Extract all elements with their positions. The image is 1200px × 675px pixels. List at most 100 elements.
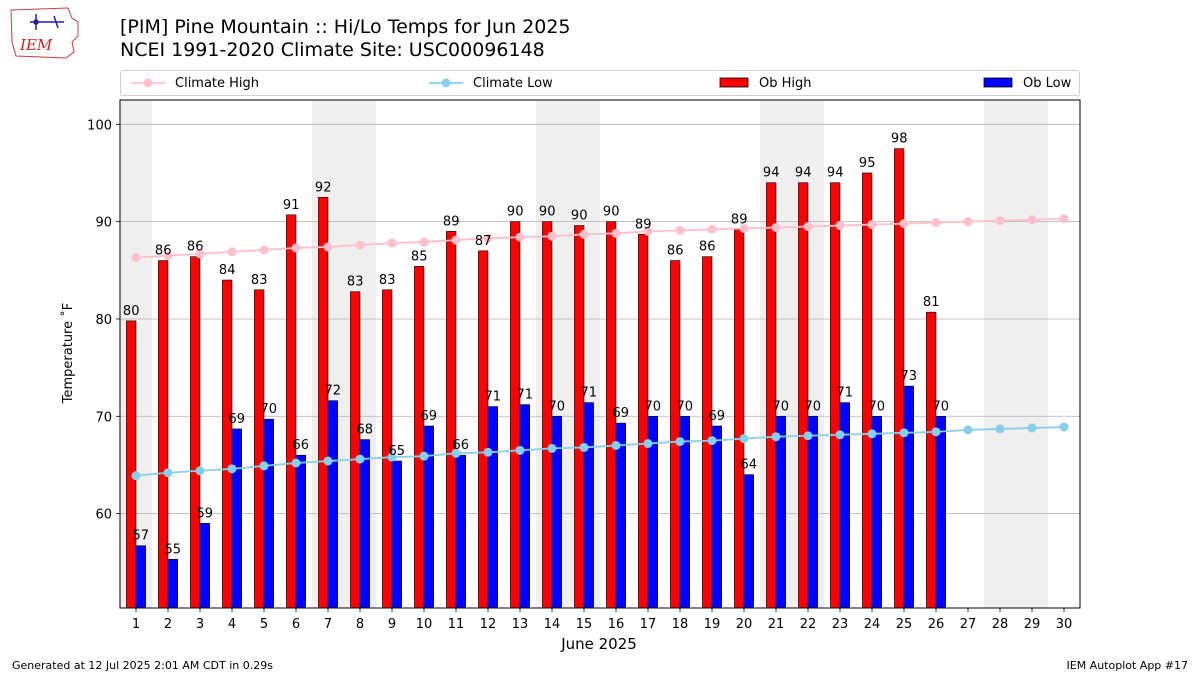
- ob-high-label-11: 89: [443, 214, 460, 229]
- x-tick-label-7: 7: [324, 617, 332, 632]
- ob-low-label-7: 72: [325, 384, 342, 399]
- ob-low-label-15: 71: [581, 386, 598, 401]
- ob-high-label-1: 80: [123, 304, 140, 319]
- ob-high-label-16: 90: [603, 205, 620, 220]
- climate-low-point-5: [259, 461, 269, 471]
- x-tick-label-23: 23: [832, 617, 849, 632]
- legend-item-climate-low: Climate Low: [429, 71, 553, 95]
- x-tick-label-8: 8: [356, 617, 364, 632]
- climate-low-point-16: [611, 440, 621, 450]
- ob-low-bar-7: [327, 400, 338, 609]
- ob-low-label-3: 59: [197, 506, 214, 521]
- ob-high-bar-20: [734, 229, 745, 609]
- ob-low-bar-21: [775, 415, 786, 609]
- climate-high-point-19: [707, 224, 717, 234]
- climate-high-point-9: [387, 238, 397, 248]
- climate-low-point-30: [1059, 422, 1069, 432]
- ob-low-bar-16: [615, 422, 626, 609]
- climate-high-point-21: [771, 222, 781, 232]
- ob-low-bar-22: [807, 415, 818, 609]
- climate-low-point-7: [323, 456, 333, 466]
- ob-low-bar-12: [487, 406, 498, 609]
- ob-high-bar-22: [798, 182, 809, 609]
- ob-high-bar-8: [350, 291, 361, 609]
- legend: Climate High Climate Low Ob High Ob Low: [120, 70, 1080, 96]
- climate-low-point-17: [643, 439, 653, 449]
- ob-low-bar-24: [871, 415, 882, 609]
- climate-high-point-1: [131, 253, 141, 263]
- ob-high-label-5: 83: [251, 273, 268, 288]
- ob-high-bar-14: [542, 221, 553, 609]
- climate-low-point-1: [131, 471, 141, 481]
- x-tick-label-22: 22: [800, 617, 817, 632]
- ob-high-bar-18: [670, 260, 681, 609]
- ob-high-label-19: 86: [699, 240, 716, 255]
- ob-high-label-21: 94: [763, 166, 780, 181]
- ob-low-bar-2: [167, 559, 178, 609]
- climate-high-point-28: [995, 216, 1005, 226]
- ob-low-label-19: 69: [709, 409, 726, 424]
- ob-high-label-23: 94: [827, 166, 844, 181]
- ob-high-bar-11: [446, 231, 457, 609]
- climate-high-point-4: [227, 247, 237, 257]
- climate-high-point-23: [835, 221, 845, 231]
- x-tick-label-17: 17: [640, 617, 657, 632]
- climate-low-point-24: [867, 429, 877, 439]
- ob-low-bar-6: [295, 454, 306, 609]
- climate-high-point-17: [643, 226, 653, 236]
- logo-text: IEM: [19, 36, 53, 54]
- climate-low-point-29: [1027, 423, 1037, 433]
- ob-low-label-2: 55: [165, 542, 182, 557]
- climate-low-point-2: [163, 468, 173, 478]
- ob-high-label-26: 81: [923, 295, 940, 310]
- ob-high-label-24: 95: [859, 156, 876, 171]
- ob-low-bar-8: [359, 439, 370, 609]
- x-tick-label-15: 15: [576, 617, 593, 632]
- climate-low-point-19: [707, 436, 717, 446]
- ob-low-label-22: 70: [805, 399, 822, 414]
- chart-title: [PIM] Pine Mountain :: Hi/Lo Temps for J…: [120, 16, 571, 38]
- y-axis-label: Temperature ˚F: [60, 303, 76, 404]
- climate-high-point-15: [579, 229, 589, 239]
- climate-low-point-6: [291, 458, 301, 468]
- x-tick-label-3: 3: [196, 617, 204, 632]
- x-tick-label-4: 4: [228, 617, 236, 632]
- x-tick-label-21: 21: [768, 617, 785, 632]
- ob-high-bar-21: [766, 182, 777, 609]
- climate-low-point-9: [387, 452, 397, 462]
- ob-low-label-14: 70: [549, 399, 566, 414]
- iowa-state-outline-icon: [10, 7, 79, 59]
- ob-high-bar-13: [510, 221, 521, 609]
- ob-low-label-9: 65: [389, 444, 406, 459]
- legend-label-ob-low: Ob Low: [1023, 75, 1072, 91]
- footer-generated: Generated at 12 Jul 2025 2:01 AM CDT in …: [12, 659, 273, 672]
- ob-low-label-11: 66: [453, 438, 470, 453]
- ob-low-label-1: 57: [133, 529, 150, 544]
- ob-high-bar-15: [574, 225, 585, 609]
- climate-low-point-28: [995, 424, 1005, 434]
- climate-low-point-11: [451, 448, 461, 458]
- ob-low-bar-15: [583, 402, 594, 609]
- ob-high-label-8: 83: [347, 275, 364, 290]
- ob-low-label-26: 70: [933, 399, 950, 414]
- climate-low-point-21: [771, 432, 781, 442]
- x-tick-label-11: 11: [448, 617, 465, 632]
- climate-low-point-25: [899, 428, 909, 438]
- x-tick-label-16: 16: [608, 617, 625, 632]
- y-tick-label-70: 70: [95, 410, 112, 425]
- climate-low-point-23: [835, 430, 845, 440]
- ob-low-label-12: 71: [485, 390, 502, 405]
- legend-swatch-ob-high: [719, 77, 749, 88]
- ob-high-label-9: 83: [379, 273, 396, 288]
- ob-high-label-4: 84: [219, 263, 236, 278]
- y-tick-label-90: 90: [95, 216, 112, 231]
- legend-swatch-ob-low: [983, 77, 1013, 88]
- ob-high-bar-10: [414, 266, 425, 609]
- ob-high-bar-1: [126, 320, 137, 609]
- x-axis-label: June 2025: [560, 635, 637, 653]
- climate-low-point-26: [931, 427, 941, 437]
- ob-low-label-23: 71: [837, 386, 854, 401]
- chart-subtitle: NCEI 1991-2020 Climate Site: USC00096148: [120, 39, 545, 61]
- x-tick-label-13: 13: [512, 617, 529, 632]
